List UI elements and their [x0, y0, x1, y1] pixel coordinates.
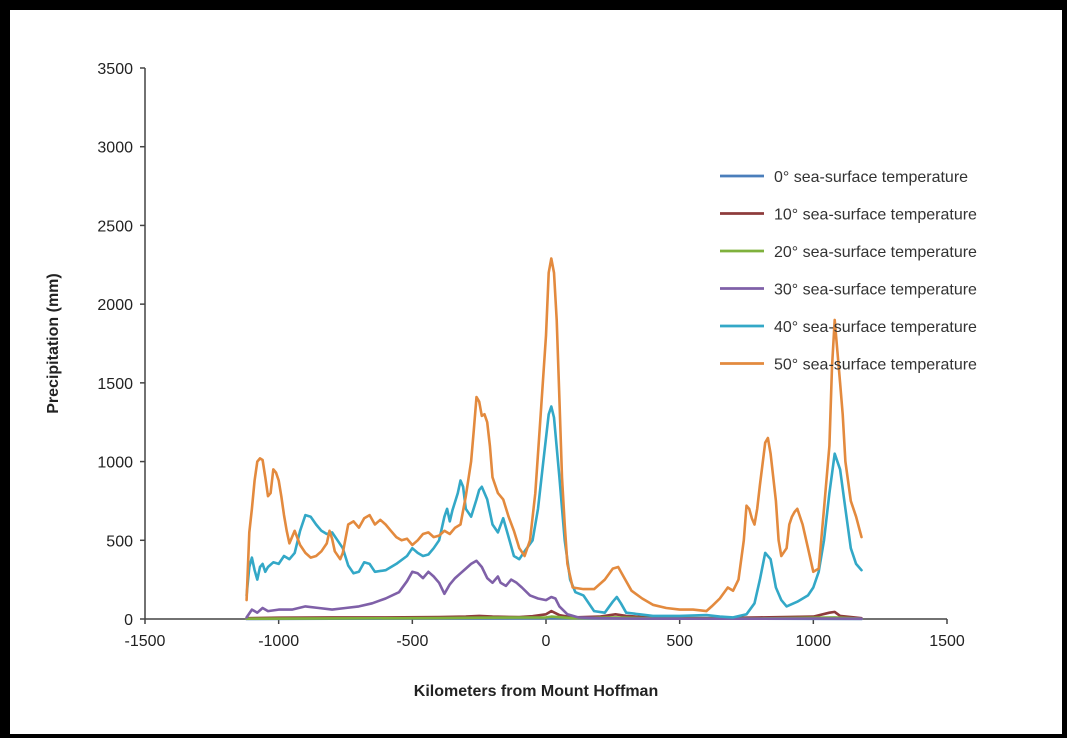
legend-label-2: 20° sea-surface temperature: [774, 244, 977, 261]
series-line-4: [245, 405, 863, 619]
y-tick-label: 500: [106, 533, 133, 550]
y-tick-label: 1000: [97, 455, 133, 472]
y-axis-title: Precipitation (mm): [45, 273, 62, 413]
line-chart: 0 500 1000 1500 2000 2500 3000 3500 -1500 -1000 -5…: [45, 61, 977, 700]
legend: 0° sea-surface temperature 10° sea-surfac…: [720, 169, 977, 374]
x-axis-title: Kilometers from Mount Hoffman: [414, 683, 658, 700]
legend-label-0: 0° sea-surface temperature: [774, 169, 968, 186]
x-tick-label: 1500: [929, 633, 965, 650]
y-tick-label: 0: [124, 612, 133, 629]
legend-label-3: 30° sea-surface temperature: [774, 282, 977, 299]
legend-label-4: 40° sea-surface temperature: [774, 319, 977, 336]
y-tick-label: 1500: [97, 376, 133, 393]
x-tick-label: -1500: [125, 633, 166, 650]
x-tick-label: 500: [666, 633, 693, 650]
y-tick-label: 2000: [97, 297, 133, 314]
x-tick-label: 1000: [796, 633, 832, 650]
series-line-3: [245, 559, 863, 620]
series-lines: [245, 257, 863, 621]
x-tick-label: 0: [542, 633, 551, 650]
legend-label-5: 50° sea-surface temperature: [774, 357, 977, 374]
axes: 0 500 1000 1500 2000 2500 3000 3500 -1500 -1000 -5…: [97, 61, 964, 650]
x-tick-label: -1000: [258, 633, 299, 650]
y-tick-label: 3500: [97, 61, 133, 78]
x-tick-label: -500: [396, 633, 428, 650]
series-line-5: [245, 257, 863, 613]
y-tick-label: 3000: [97, 140, 133, 157]
y-tick-label: 2500: [97, 218, 133, 235]
legend-label-1: 10° sea-surface temperature: [774, 207, 977, 224]
chart-frame: 0 500 1000 1500 2000 2500 3000 3500 -1500 -1000 -5…: [10, 10, 1062, 734]
